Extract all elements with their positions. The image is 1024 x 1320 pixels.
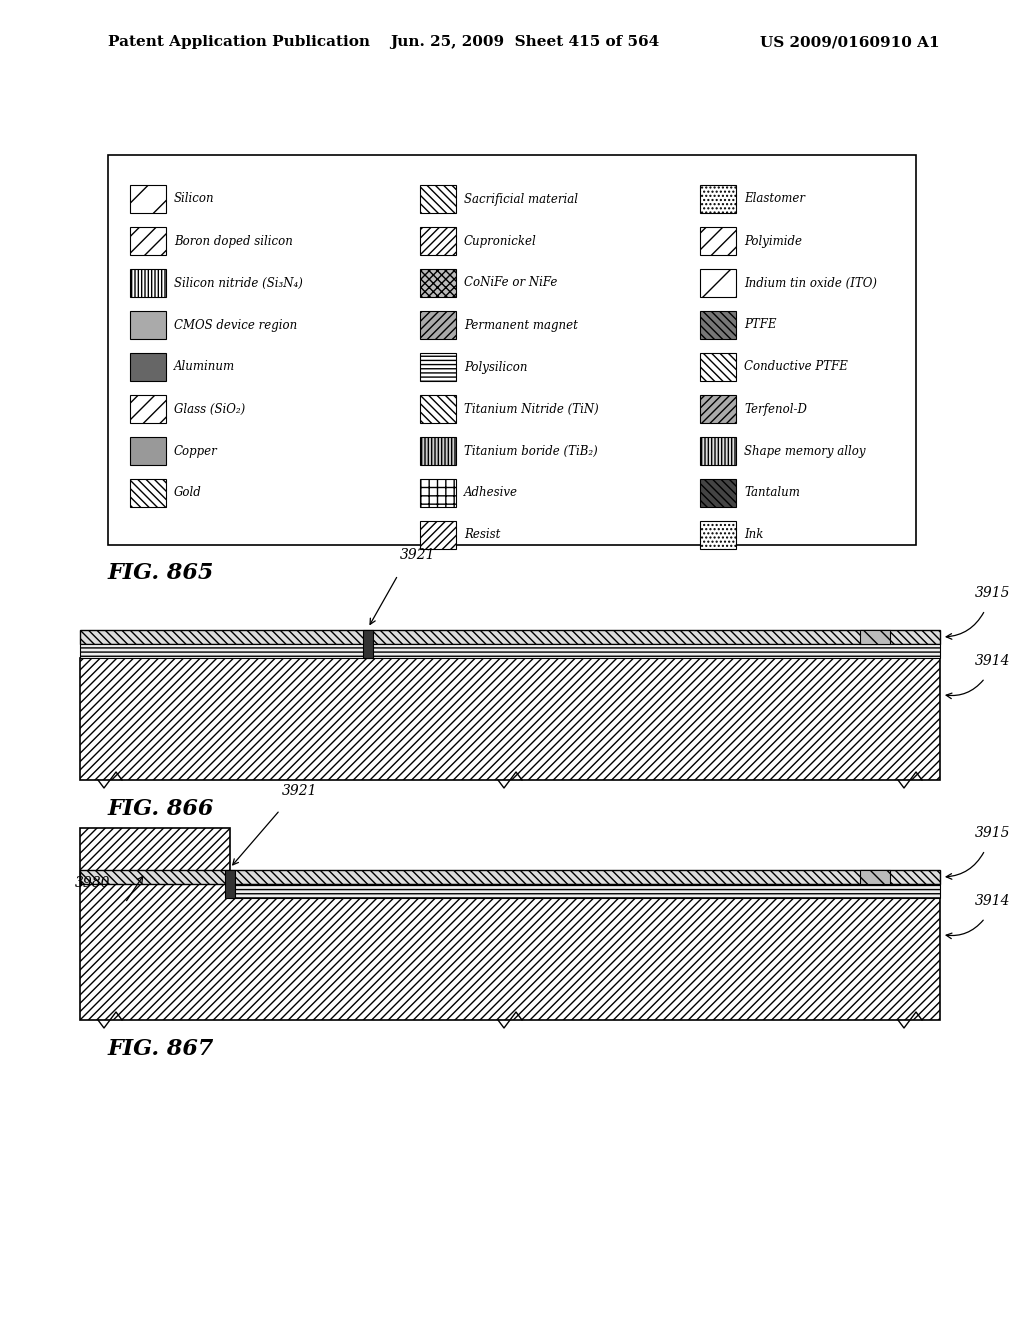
Bar: [130, 185, 166, 213]
Text: Conductive PTFE: Conductive PTFE: [744, 360, 848, 374]
Text: Jun. 25, 2009  Sheet 415 of 564: Jun. 25, 2009 Sheet 415 of 564: [390, 36, 659, 49]
Text: Resist: Resist: [464, 528, 501, 541]
Text: 3914: 3914: [975, 894, 1011, 908]
Bar: [130, 479, 166, 507]
Bar: [130, 269, 166, 297]
Bar: [130, 312, 166, 339]
Bar: [420, 352, 456, 381]
Text: Boron doped silicon: Boron doped silicon: [174, 235, 293, 248]
Bar: [130, 395, 166, 422]
Bar: [700, 185, 736, 213]
Bar: [420, 269, 456, 297]
Text: Indium tin oxide (ITO): Indium tin oxide (ITO): [744, 276, 877, 289]
Text: 3915: 3915: [975, 826, 1011, 840]
Bar: [362, 630, 373, 657]
Bar: [420, 521, 456, 549]
Text: CoNiFe or NiFe: CoNiFe or NiFe: [464, 276, 557, 289]
Text: Polyimide: Polyimide: [744, 235, 802, 248]
Text: PTFE: PTFE: [744, 318, 776, 331]
Bar: [108, 154, 916, 545]
Text: CMOS device region: CMOS device region: [174, 318, 297, 331]
Text: Adhesive: Adhesive: [464, 487, 518, 499]
Bar: [420, 185, 456, 213]
Bar: [80, 657, 940, 780]
Bar: [130, 437, 166, 465]
Text: Silicon: Silicon: [174, 193, 215, 206]
Bar: [700, 269, 736, 297]
Text: FIG. 865: FIG. 865: [108, 562, 214, 583]
Text: Elastomer: Elastomer: [744, 193, 805, 206]
Bar: [130, 227, 166, 255]
Bar: [80, 870, 230, 884]
Bar: [225, 870, 234, 898]
Text: Polysilicon: Polysilicon: [464, 360, 527, 374]
Bar: [130, 352, 166, 381]
Text: 3914: 3914: [975, 653, 1011, 668]
Bar: [860, 630, 890, 644]
Bar: [700, 479, 736, 507]
Bar: [420, 227, 456, 255]
Bar: [700, 437, 736, 465]
Bar: [420, 395, 456, 422]
Text: Copper: Copper: [174, 445, 218, 458]
Text: Sacrificial material: Sacrificial material: [464, 193, 578, 206]
Text: FIG. 867: FIG. 867: [108, 1038, 214, 1060]
Text: Permanent magnet: Permanent magnet: [464, 318, 578, 331]
Text: 3921: 3921: [400, 548, 435, 562]
Text: 3980: 3980: [75, 876, 111, 890]
Text: Cupronickel: Cupronickel: [464, 235, 537, 248]
Bar: [860, 870, 890, 884]
Text: Glass (SiO₂): Glass (SiO₂): [174, 403, 246, 416]
Text: 3921: 3921: [282, 784, 317, 799]
Text: 3915: 3915: [975, 586, 1011, 601]
Text: Patent Application Publication: Patent Application Publication: [108, 36, 370, 49]
Text: Terfenol-D: Terfenol-D: [744, 403, 807, 416]
Text: Titanium Nitride (TiN): Titanium Nitride (TiN): [464, 403, 599, 416]
Text: Gold: Gold: [174, 487, 202, 499]
Bar: [80, 644, 940, 657]
Bar: [420, 312, 456, 339]
Text: Ink: Ink: [744, 528, 763, 541]
Text: Aluminum: Aluminum: [174, 360, 236, 374]
Polygon shape: [80, 828, 940, 1020]
Text: Tantalum: Tantalum: [744, 487, 800, 499]
Bar: [700, 352, 736, 381]
Text: Silicon nitride (Si₃N₄): Silicon nitride (Si₃N₄): [174, 276, 303, 289]
Text: FIG. 866: FIG. 866: [108, 799, 214, 820]
Text: US 2009/0160910 A1: US 2009/0160910 A1: [760, 36, 940, 49]
Bar: [700, 395, 736, 422]
Bar: [420, 437, 456, 465]
Bar: [230, 870, 940, 884]
Bar: [80, 630, 940, 644]
Bar: [700, 227, 736, 255]
Bar: [230, 884, 940, 898]
Text: Titanium boride (TiB₂): Titanium boride (TiB₂): [464, 445, 598, 458]
Bar: [700, 521, 736, 549]
Text: Shape memory alloy: Shape memory alloy: [744, 445, 865, 458]
Bar: [700, 312, 736, 339]
Bar: [420, 479, 456, 507]
